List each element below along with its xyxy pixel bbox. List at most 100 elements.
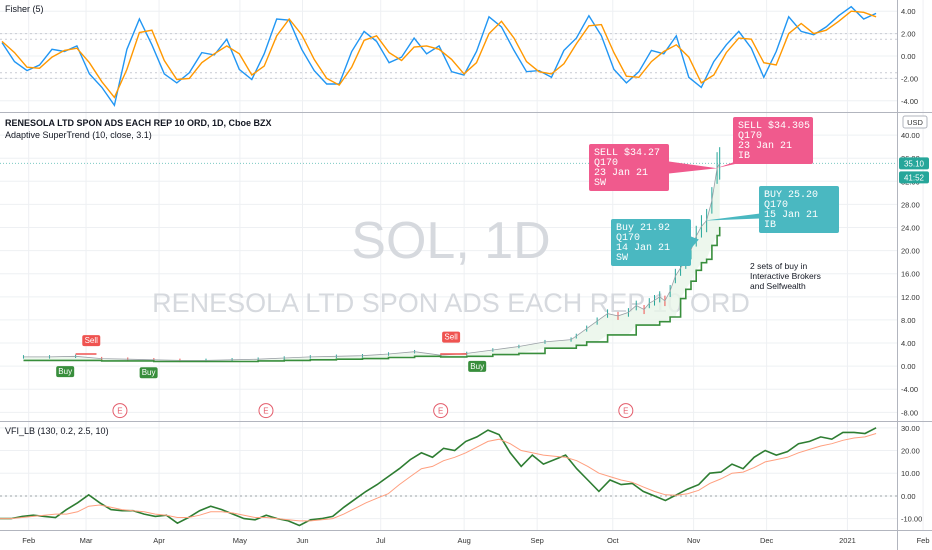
y-tick-label: 4.00 xyxy=(901,7,916,16)
fisher-series-2-line xyxy=(1,10,877,99)
sell-signal-label: Sell xyxy=(444,333,458,342)
y-tick-label: 20.00 xyxy=(901,247,920,256)
x-tick-label: Jul xyxy=(376,536,386,545)
x-tick-label: Mar xyxy=(80,536,93,545)
fisher-series-1-line xyxy=(1,5,877,108)
x-tick-label: Apr xyxy=(153,536,165,545)
y-tick-label: 24.00 xyxy=(901,224,920,233)
note-line-2: Interactive Brokers xyxy=(750,271,821,281)
vfi-axis: 30.00 20.00 10.00 0.00 -10.00 xyxy=(901,424,922,524)
x-tick-label: Feb xyxy=(22,536,35,545)
y-tick-label: 2.00 xyxy=(901,30,916,39)
y-tick-label: 0.00 xyxy=(901,492,916,501)
x-tick-label: Oct xyxy=(607,536,620,545)
x-tick-label: Feb xyxy=(917,536,930,545)
note-line-1: 2 sets of buy in xyxy=(750,261,807,271)
y-tick-label: -2.00 xyxy=(901,74,918,83)
earnings-marker xyxy=(433,403,449,419)
vfi-title[interactable]: VFI_LB (130, 0.2, 2.5, 10) xyxy=(5,426,109,436)
signal-markers: Sell Buy Buy Sell Buy xyxy=(56,331,487,379)
fisher-lines xyxy=(0,5,897,108)
buy-signal-box xyxy=(139,367,158,379)
x-tick-label: 2021 xyxy=(839,536,856,545)
sell-signal-box xyxy=(442,331,461,343)
sell-signal-label: Sell xyxy=(85,336,99,345)
callout-text: 15 Jan 21 xyxy=(764,210,818,221)
earnings-label: E xyxy=(263,407,268,416)
callout-text: Q170 xyxy=(764,200,788,211)
callout-box xyxy=(611,219,691,266)
last-price-label: 35.10 xyxy=(904,159,925,168)
callout-text: Buy 21.92 xyxy=(616,223,670,234)
y-tick-label: 4.00 xyxy=(901,339,916,348)
sell-signal-box xyxy=(82,335,101,347)
y-tick-label: 0.00 xyxy=(901,362,916,371)
callout-box xyxy=(759,186,839,233)
y-tick-label: 28.00 xyxy=(901,200,920,209)
callout-text: 14 Jan 21 xyxy=(616,243,670,254)
callout-text: IB xyxy=(764,220,776,231)
fisher-axis: 4.00 2.00 0.00 -2.00 -4.00 xyxy=(901,7,918,106)
callout-text: SW xyxy=(616,253,628,264)
currency-label: USD xyxy=(907,118,923,127)
symbol-title[interactable]: RENESOLA LTD SPON ADS EACH REP 10 ORD, 1… xyxy=(5,118,272,128)
buy-signal-label: Buy xyxy=(142,368,156,377)
vfi-grid xyxy=(0,421,924,530)
earnings-label: E xyxy=(117,407,122,416)
callout-text: IB xyxy=(738,151,750,162)
fisher-grid xyxy=(0,0,924,112)
callout-text: SELL $34.27 xyxy=(594,147,660,159)
x-tick-label: Jun xyxy=(296,536,308,545)
buy-signal-box xyxy=(56,366,75,378)
y-tick-label: -4.00 xyxy=(901,97,918,106)
vfi-series-1-line xyxy=(0,427,877,527)
y-tick-label: 16.00 xyxy=(901,270,920,279)
callout-text: Q170 xyxy=(616,233,640,244)
x-tick-label: Sep xyxy=(530,536,543,545)
callout-text: SW xyxy=(594,178,606,189)
callout-pointer xyxy=(691,236,699,249)
y-tick-label: -10.00 xyxy=(901,515,922,524)
x-tick-label: Aug xyxy=(457,536,470,545)
buy-signal-label: Buy xyxy=(58,367,72,376)
callout-box xyxy=(589,144,669,191)
y-tick-label: -4.00 xyxy=(901,385,918,394)
callout-box xyxy=(733,117,813,164)
callout-text: 23 Jan 21 xyxy=(738,141,792,152)
y-tick-label: 20.00 xyxy=(901,447,920,456)
countdown-badge xyxy=(899,171,929,184)
callout-text: BUY 25.20 xyxy=(764,190,818,201)
watermark-symbol: SOL, 1D xyxy=(351,212,550,270)
price-grid xyxy=(0,112,924,421)
supertrend-title[interactable]: Adaptive SuperTrend (10, close, 3.1) xyxy=(5,130,152,140)
y-tick-label: 10.00 xyxy=(901,469,920,478)
y-tick-label: 40.00 xyxy=(901,131,920,140)
y-tick-label: 12.00 xyxy=(901,293,920,302)
earnings-label: E xyxy=(623,407,628,416)
fisher-title[interactable]: Fisher (5) xyxy=(5,4,44,14)
y-tick-label: 8.00 xyxy=(901,316,916,325)
x-tick-label: Dec xyxy=(760,536,774,545)
callout-text: 23 Jan 21 xyxy=(594,168,648,179)
supertrend-line xyxy=(23,226,721,363)
callout-text: Q170 xyxy=(594,158,618,169)
buy-signal-box xyxy=(468,360,487,372)
note-line-3: and Selfwealth xyxy=(750,281,806,291)
earnings-marker xyxy=(618,403,634,419)
earnings-label: E xyxy=(438,407,443,416)
vfi-lines xyxy=(0,427,897,527)
y-tick-label: -8.00 xyxy=(901,408,918,417)
y-tick-label: 0.00 xyxy=(901,52,916,61)
y-tick-label: 30.00 xyxy=(901,424,920,433)
currency-badge[interactable] xyxy=(902,115,928,129)
earnings-marker xyxy=(112,403,128,419)
vfi-series-2-line xyxy=(0,433,877,522)
callout-text: SELL $34.305 xyxy=(738,120,810,132)
last-price-badge xyxy=(899,157,929,170)
countdown-label: 41:52 xyxy=(904,173,925,182)
time-axis: Feb Mar Apr May Jun Jul Aug Sep Oct Nov Dec 2021 Feb xyxy=(22,536,929,545)
buy-signal-label: Buy xyxy=(470,362,484,371)
earnings-marker xyxy=(258,403,274,419)
